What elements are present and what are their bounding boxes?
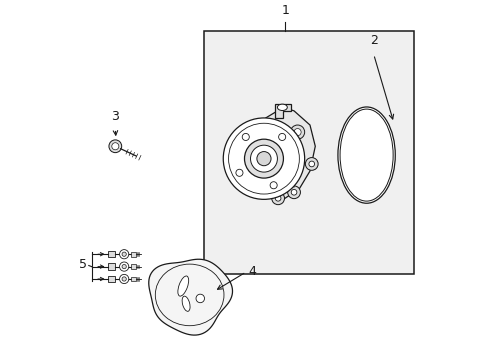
Circle shape: [290, 125, 304, 139]
Ellipse shape: [182, 296, 190, 311]
Circle shape: [269, 182, 277, 189]
Bar: [131, 276, 136, 282]
Circle shape: [235, 169, 243, 176]
Text: 3: 3: [111, 110, 119, 123]
Ellipse shape: [178, 276, 188, 296]
Ellipse shape: [337, 107, 394, 203]
Circle shape: [120, 274, 128, 284]
Bar: [107, 276, 114, 282]
Circle shape: [308, 161, 314, 167]
Circle shape: [305, 158, 318, 170]
Ellipse shape: [155, 264, 224, 326]
Circle shape: [275, 195, 281, 201]
Circle shape: [256, 152, 270, 166]
Bar: [203, 31, 413, 274]
Bar: [107, 251, 114, 257]
Text: 2: 2: [369, 34, 377, 47]
Circle shape: [228, 123, 299, 194]
Circle shape: [120, 249, 128, 259]
Polygon shape: [148, 259, 232, 335]
Polygon shape: [274, 104, 290, 118]
Circle shape: [250, 145, 277, 172]
Text: 1: 1: [281, 4, 288, 17]
Circle shape: [242, 134, 249, 140]
Polygon shape: [260, 107, 315, 199]
Bar: [107, 264, 114, 270]
Circle shape: [293, 129, 301, 136]
Circle shape: [109, 140, 122, 153]
Circle shape: [122, 265, 126, 269]
Circle shape: [112, 143, 119, 150]
Text: 4: 4: [247, 265, 255, 278]
Circle shape: [291, 189, 296, 195]
Circle shape: [244, 139, 283, 178]
Bar: [131, 264, 136, 269]
Circle shape: [122, 277, 126, 281]
Text: 5: 5: [80, 258, 87, 271]
Circle shape: [122, 252, 126, 256]
Circle shape: [223, 118, 304, 199]
Circle shape: [196, 294, 204, 303]
Ellipse shape: [277, 104, 287, 111]
Ellipse shape: [339, 109, 392, 201]
Circle shape: [287, 186, 300, 199]
Circle shape: [120, 262, 128, 271]
Circle shape: [271, 192, 284, 204]
Bar: [131, 252, 136, 257]
Circle shape: [278, 134, 285, 140]
